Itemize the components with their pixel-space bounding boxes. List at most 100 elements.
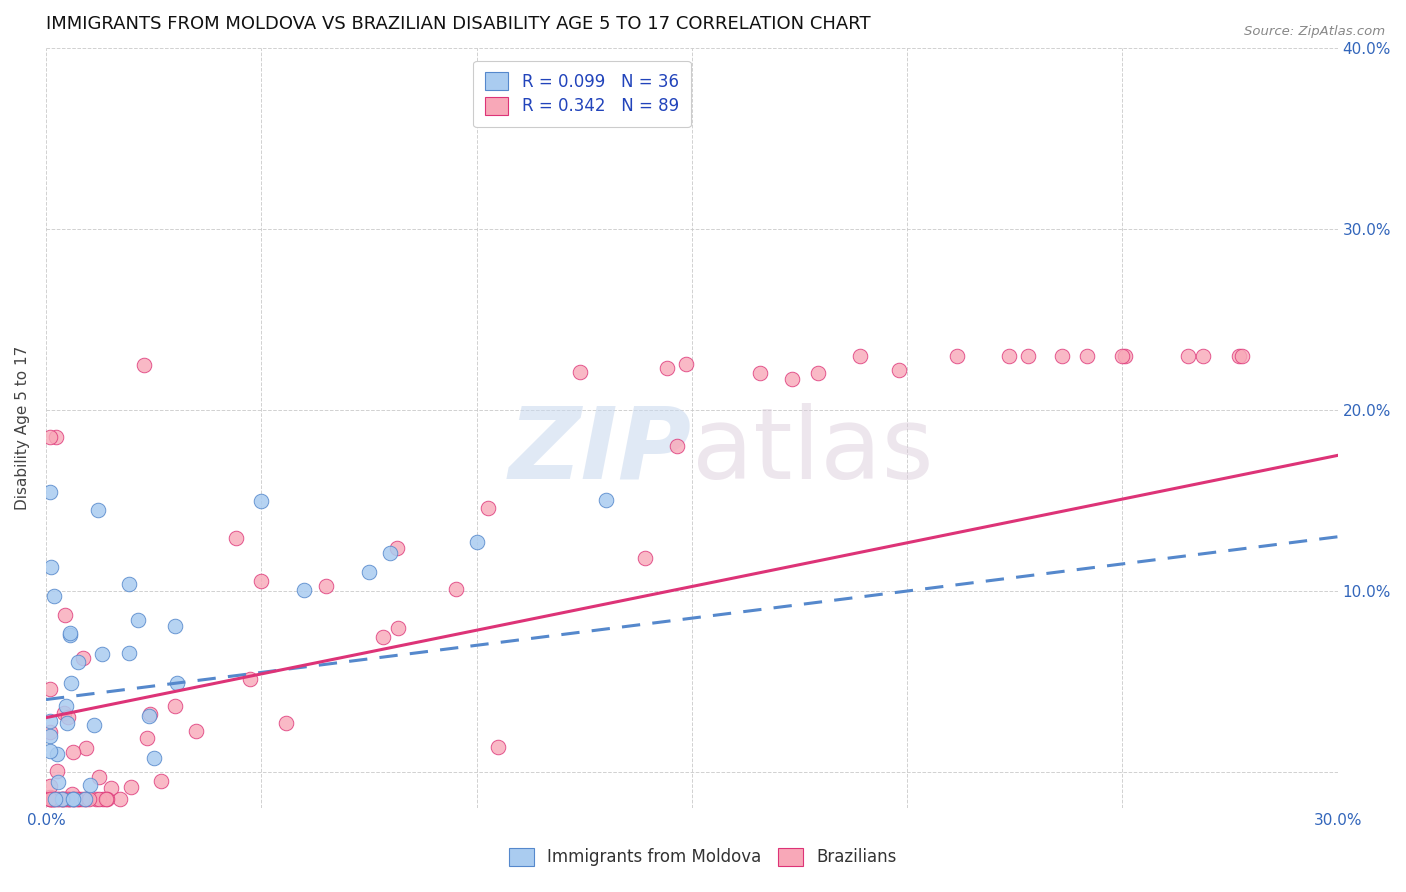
Point [87,502,110,516]
Point [1017,349,1039,363]
Point [39,682,62,697]
Point [77,792,100,806]
Point [62,792,84,806]
Point [848,349,870,363]
Point [67,792,90,806]
Point [41,792,63,806]
Point [53,608,76,623]
Point [292,582,315,597]
Y-axis label: Disability Age 5 to 17: Disability Age 5 to 17 [15,346,30,510]
Point [163,698,186,713]
Point [89,792,111,806]
Point [138,709,160,723]
Point [72,651,94,665]
Point [1230,349,1253,363]
Point [46,764,69,779]
Legend: Immigrants from Moldova, Brazilians: Immigrants from Moldova, Brazilians [502,841,904,873]
Point [665,439,688,453]
Point [39,790,62,805]
Point [39,792,62,806]
Point [39,792,62,806]
Point [486,739,509,754]
Point [49,792,72,806]
Point [1076,349,1098,363]
Point [250,494,273,508]
Point [55,792,77,806]
Point [657,361,679,376]
Point [96,792,118,806]
Point [42,792,65,806]
Point [166,675,188,690]
Point [250,574,273,589]
Point [780,371,803,385]
Point [60,676,83,690]
Point [58,792,80,806]
Point [39,729,62,743]
Point [44,792,66,806]
Text: IMMIGRANTS FROM MOLDOVA VS BRAZILIAN DISABILITY AGE 5 TO 17 CORRELATION CHART: IMMIGRANTS FROM MOLDOVA VS BRAZILIAN DIS… [46,15,870,33]
Point [59,792,82,806]
Point [45,747,67,761]
Point [184,723,207,738]
Point [44,589,66,603]
Point [70,792,93,806]
Point [42,792,65,806]
Point [53,706,76,720]
Point [73,792,96,806]
Text: ZIP: ZIP [509,402,692,500]
Point [39,559,62,574]
Point [55,698,77,713]
Text: atlas: atlas [692,402,934,500]
Point [315,579,337,593]
Point [357,565,380,579]
Point [1177,349,1199,363]
Point [39,792,62,806]
Point [45,430,67,444]
Point [675,357,697,371]
Point [39,779,62,793]
Point [385,541,408,556]
Point [274,715,297,730]
Point [63,792,86,806]
Point [380,546,402,560]
Point [444,582,467,596]
Point [83,717,105,731]
Point [132,358,155,372]
Point [59,628,82,642]
Point [41,792,63,806]
Point [94,792,117,806]
Point [138,706,160,721]
Point [595,493,617,508]
Point [52,792,75,806]
Point [135,731,157,746]
Point [225,531,247,545]
Point [39,484,62,499]
Point [807,367,830,381]
Point [66,655,89,669]
Point [373,630,395,644]
Point [1191,349,1213,363]
Point [39,430,62,444]
Point [39,744,62,758]
Point [39,714,62,728]
Point [62,792,84,806]
Point [46,792,69,806]
Point [239,673,262,687]
Point [1227,349,1250,363]
Point [634,550,657,565]
Point [55,716,77,731]
Point [44,792,66,806]
Point [1114,349,1136,363]
Point [1050,349,1073,363]
Point [127,613,149,627]
Point [100,781,122,796]
Point [946,349,969,363]
Point [75,740,97,755]
Point [86,792,108,806]
Point [51,792,73,806]
Point [108,792,131,806]
Point [39,724,62,739]
Point [62,745,84,759]
Point [79,778,101,792]
Point [58,792,80,806]
